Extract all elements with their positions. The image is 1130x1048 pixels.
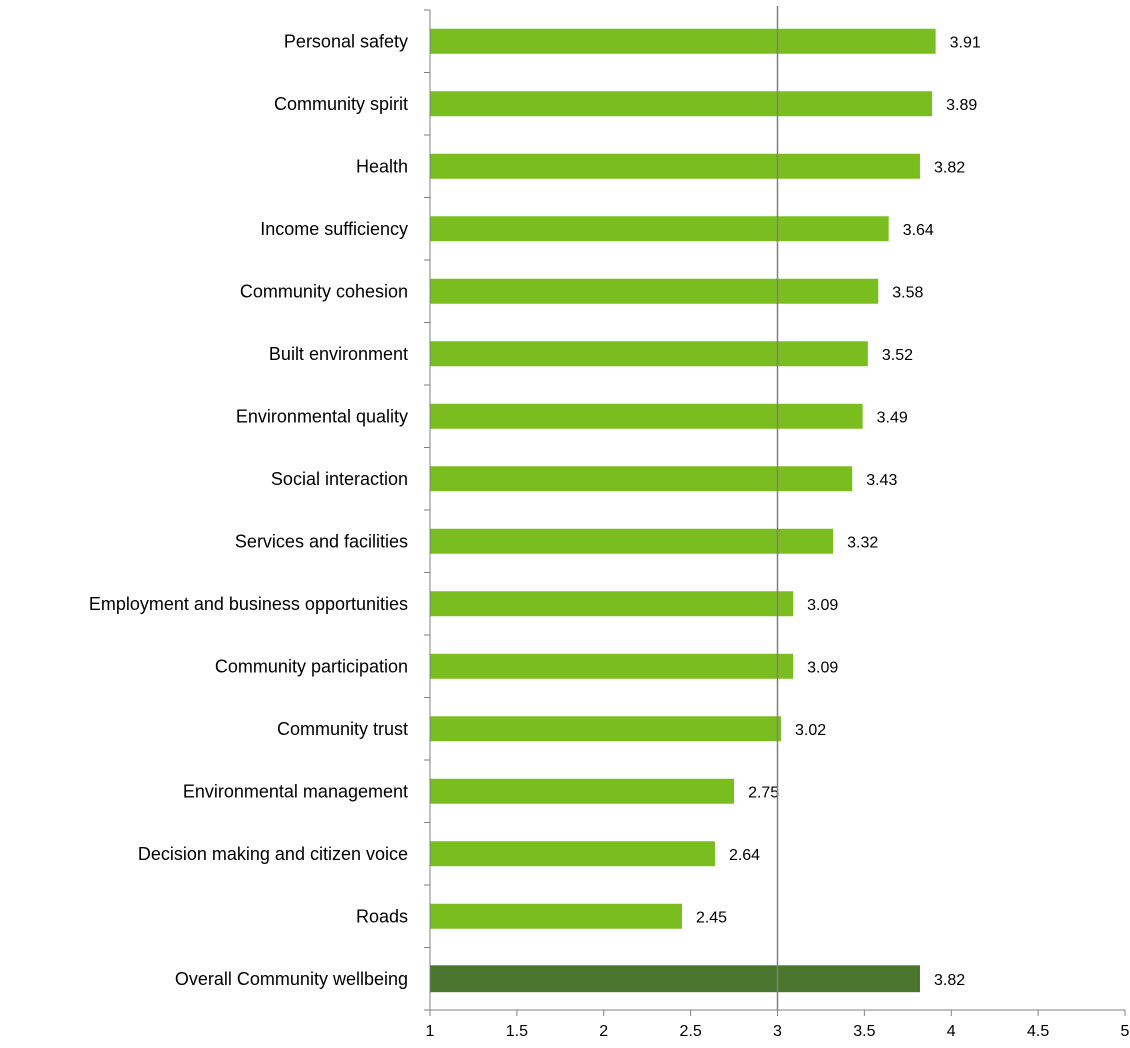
category-label: Roads	[356, 906, 408, 926]
bar	[430, 91, 933, 117]
category-label: Personal safety	[284, 31, 408, 51]
value-label: 3.09	[807, 659, 838, 676]
x-tick-label: 2.5	[680, 1023, 702, 1040]
bar	[430, 716, 781, 742]
bar	[430, 28, 936, 54]
category-label: Community spirit	[274, 94, 408, 114]
x-tick-label: 4	[947, 1023, 956, 1040]
bar	[430, 591, 794, 617]
bar	[430, 841, 715, 867]
category-label: Overall Community wellbeing	[175, 969, 408, 989]
category-label: Community trust	[277, 719, 408, 739]
value-label: 3.64	[903, 222, 934, 239]
value-label: 3.91	[950, 34, 981, 51]
value-label: 3.82	[934, 159, 965, 176]
bar	[430, 653, 794, 679]
category-label: Social interaction	[271, 469, 408, 489]
bar	[430, 341, 868, 367]
category-label: Environmental management	[183, 781, 408, 801]
value-label: 3.32	[847, 534, 878, 551]
category-label: Health	[356, 156, 408, 176]
bar	[430, 965, 920, 993]
bar	[430, 278, 879, 304]
bar	[430, 903, 682, 929]
value-label: 3.89	[946, 97, 977, 114]
value-label: 3.43	[866, 472, 897, 489]
category-label: Built environment	[269, 344, 408, 364]
bar	[430, 778, 735, 804]
x-tick-label: 1	[426, 1023, 435, 1040]
x-tick-label: 5	[1121, 1023, 1130, 1040]
x-tick-label: 2	[599, 1023, 608, 1040]
value-label: 3.52	[882, 347, 913, 364]
category-label: Community participation	[215, 656, 408, 676]
bar	[430, 403, 863, 429]
bar	[430, 153, 920, 179]
x-tick-label: 4.5	[1027, 1023, 1049, 1040]
category-label: Income sufficiency	[260, 219, 408, 239]
category-label: Environmental quality	[236, 406, 408, 426]
x-tick-label: 3.5	[853, 1023, 875, 1040]
category-label: Employment and business opportunities	[89, 594, 408, 614]
category-label: Services and facilities	[235, 531, 408, 551]
value-label: 3.49	[877, 409, 908, 426]
bar	[430, 216, 889, 242]
category-label: Community cohesion	[240, 281, 408, 301]
value-label: 2.64	[729, 847, 760, 864]
value-label: 3.02	[795, 722, 826, 739]
value-label: 2.45	[696, 909, 727, 926]
bar	[430, 466, 853, 492]
x-tick-label: 3	[773, 1023, 782, 1040]
bar	[430, 528, 834, 554]
value-label: 3.82	[934, 972, 965, 989]
x-tick-label: 1.5	[506, 1023, 528, 1040]
value-label: 3.58	[892, 284, 923, 301]
value-label: 2.75	[748, 784, 779, 801]
value-label: 3.09	[807, 597, 838, 614]
category-label: Decision making and citizen voice	[138, 844, 408, 864]
